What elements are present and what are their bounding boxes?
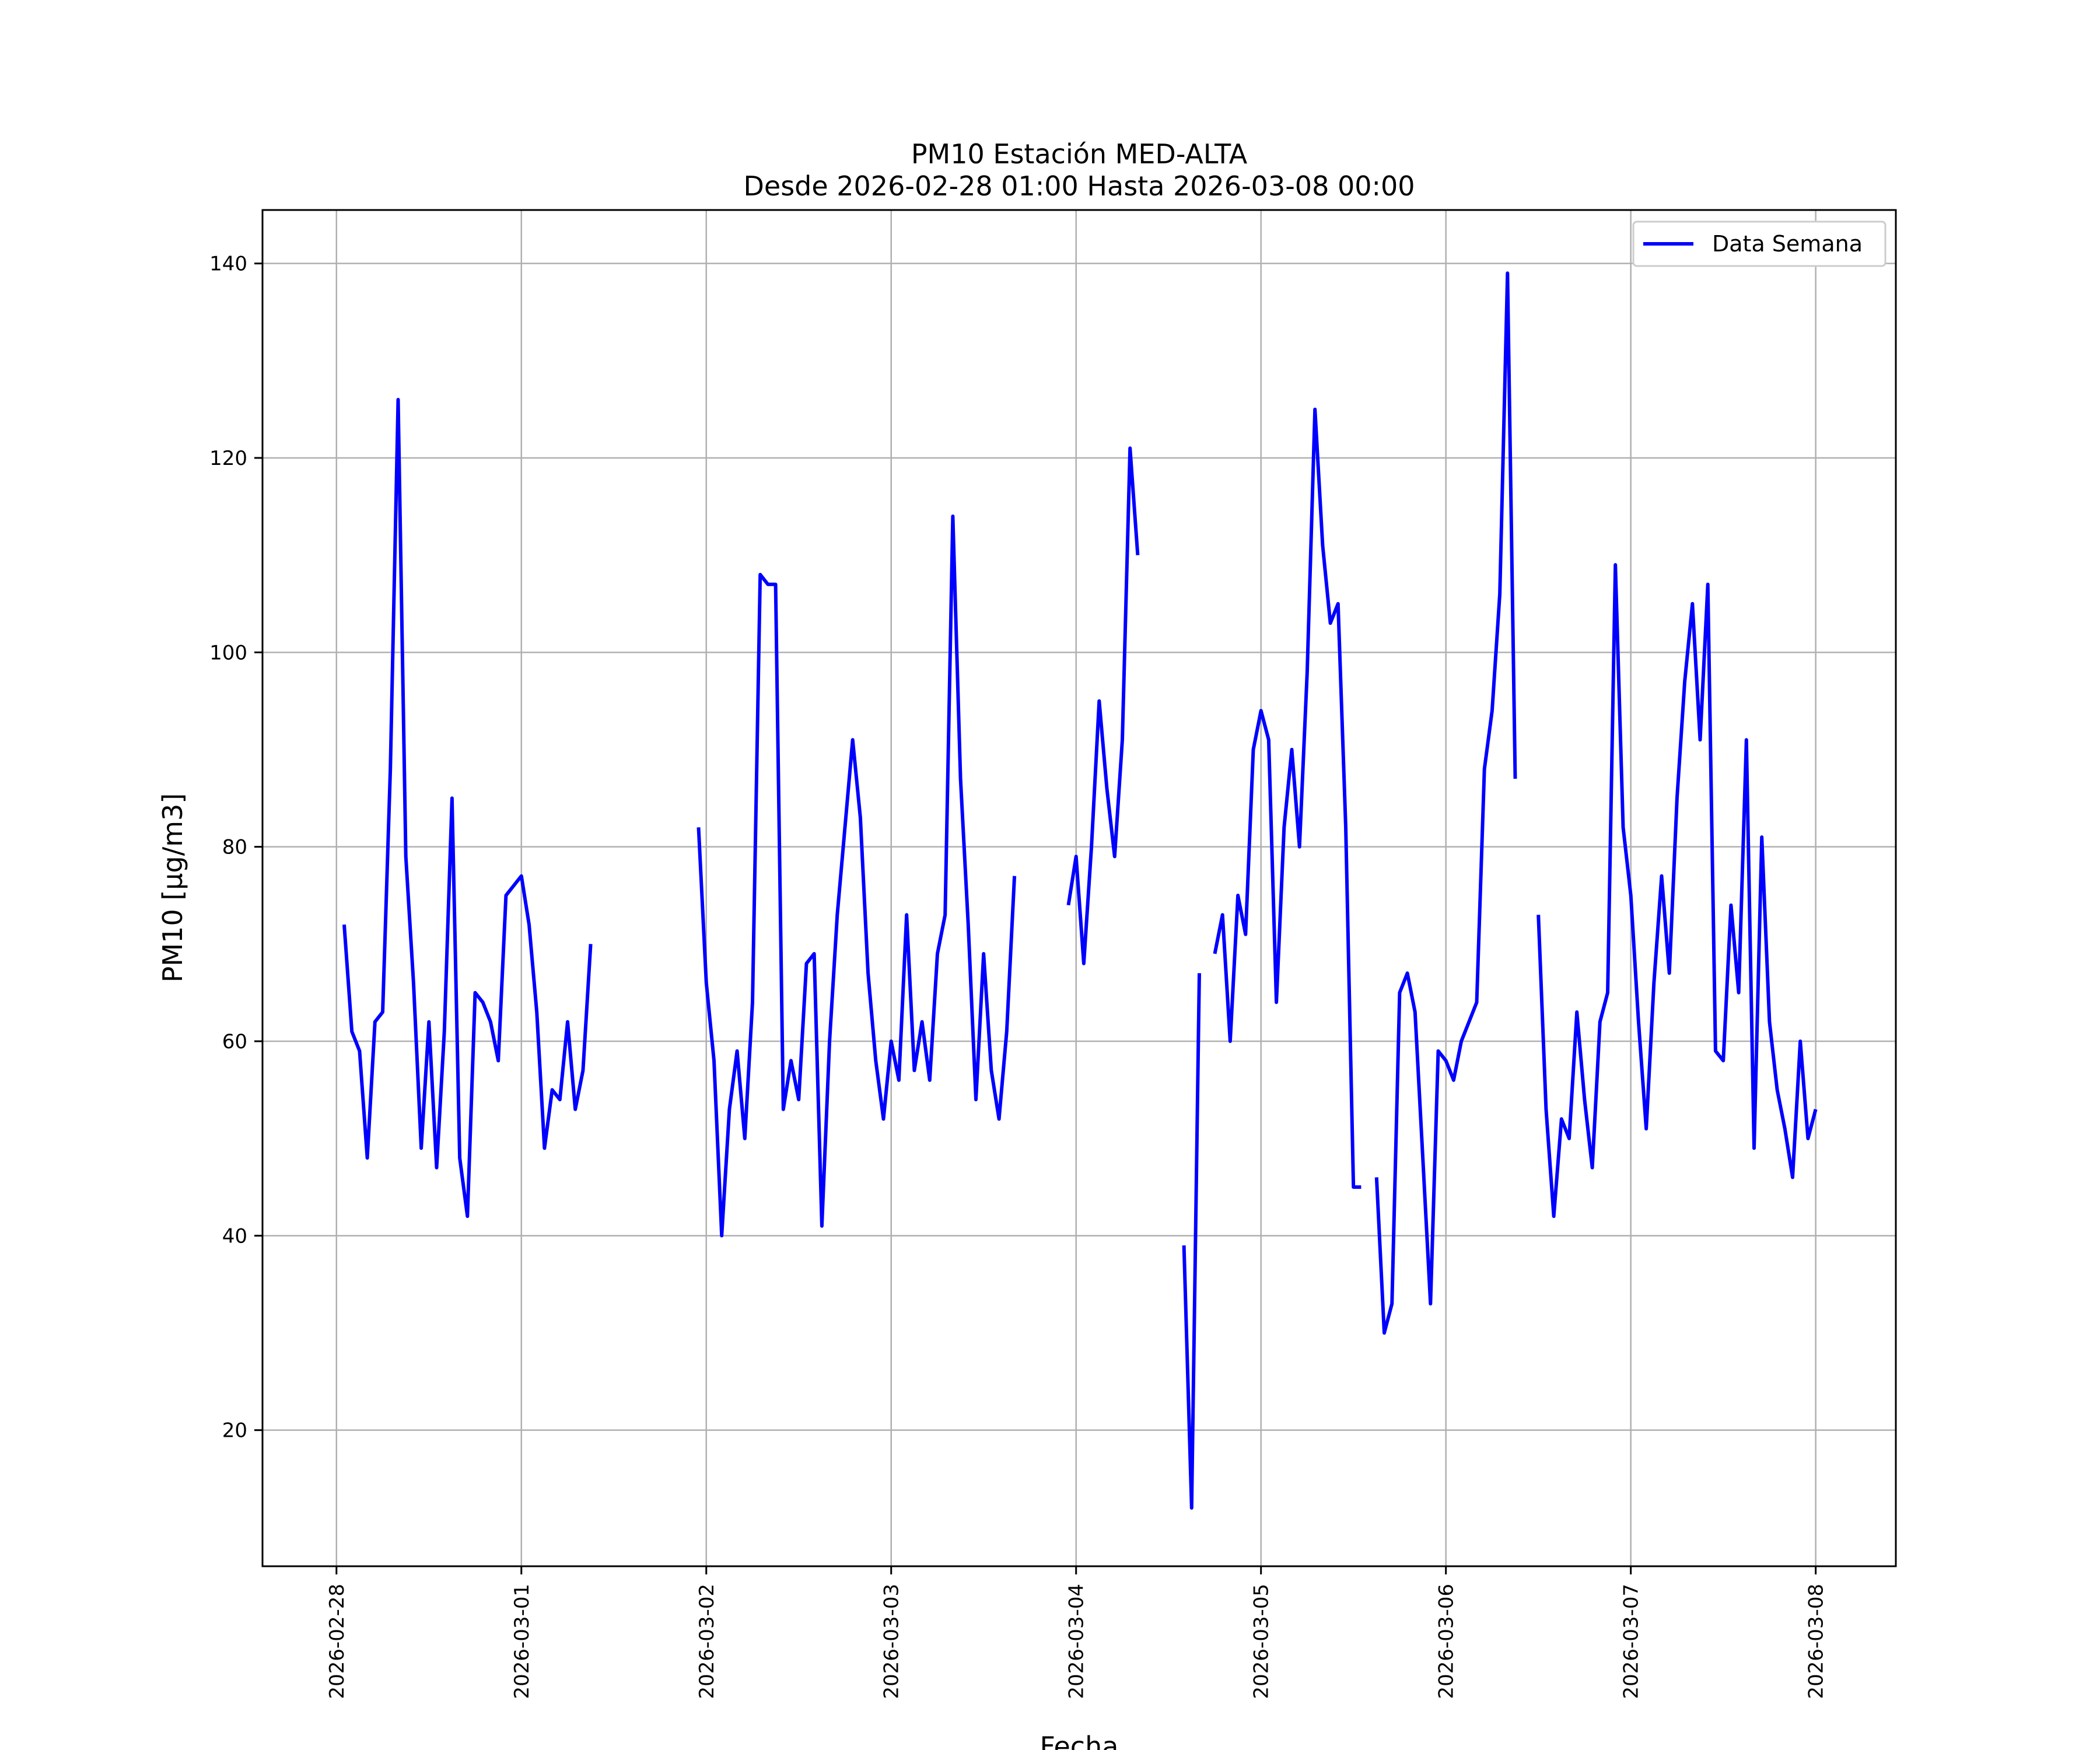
- x-tick-label: 2026-03-02: [695, 1584, 719, 1699]
- series-line-segment: [1213, 407, 1362, 1189]
- x-tick-label: 2026-03-08: [1805, 1584, 1828, 1699]
- legend: Data Semana: [1632, 220, 1887, 267]
- series-line-segment: [1374, 271, 1517, 1335]
- y-tick-label: 20: [222, 1419, 247, 1443]
- y-tick-label: 40: [222, 1224, 247, 1248]
- grid-lines: [262, 210, 1896, 1566]
- y-tick-label: 100: [209, 641, 247, 664]
- x-tick-label: 2026-02-28: [326, 1584, 349, 1699]
- series-data-semana: [342, 271, 1818, 1510]
- y-tick-label: 80: [222, 836, 247, 859]
- plot-frame: [261, 209, 1897, 1567]
- x-axis-label: Fecha: [1040, 1731, 1119, 1750]
- legend-entry-data-semana: Data Semana: [1712, 231, 1863, 257]
- x-tick-label: 2026-03-05: [1250, 1584, 1273, 1699]
- y-tick-label: 60: [222, 1030, 247, 1054]
- x-tick-label: 2026-03-01: [510, 1584, 534, 1699]
- axis-ticks: 2026-02-28 2026-03-01 2026-03-02 2026-03-03…: [209, 253, 1828, 1699]
- x-tick-label: 2026-03-04: [1065, 1584, 1088, 1699]
- chart-title: PM10 Estación MED-ALTA: [911, 138, 1248, 170]
- series-line-segment: [1182, 973, 1201, 1510]
- series-line-segment: [342, 398, 593, 1218]
- x-tick-label: 2026-03-07: [1620, 1584, 1643, 1699]
- legend-box: [1632, 220, 1887, 267]
- x-tick-label: 2026-03-06: [1435, 1584, 1458, 1699]
- series-line-segment: [696, 514, 1017, 1238]
- series-line-segment: [1066, 446, 1140, 965]
- x-tick-label: 2026-03-03: [880, 1584, 904, 1699]
- y-axis-label: PM10 [μg/m3]: [157, 793, 188, 983]
- series-line-segment: [1536, 563, 1818, 1218]
- chart-subtitle: Desde 2026-02-28 01:00 Hasta 2026-03-08 …: [743, 170, 1415, 202]
- y-tick-label: 120: [209, 447, 247, 470]
- y-tick-label: 140: [209, 253, 247, 276]
